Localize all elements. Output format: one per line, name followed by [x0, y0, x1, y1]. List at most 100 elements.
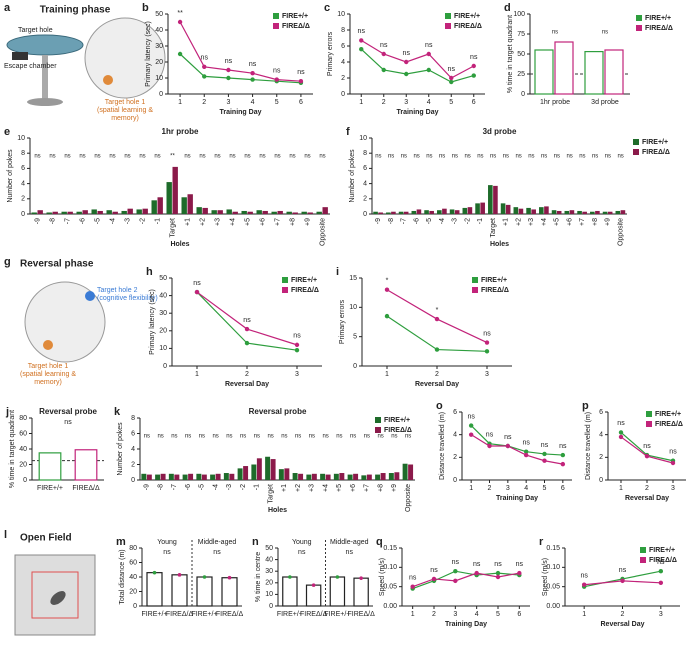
panel-label: b	[142, 2, 149, 14]
bar	[174, 474, 180, 480]
bar	[106, 210, 112, 214]
significance: ns	[503, 154, 509, 160]
y-tick-label: 20	[155, 59, 163, 66]
bar	[284, 468, 290, 480]
bar	[217, 210, 223, 214]
bar	[322, 207, 328, 214]
x-tick-label: Opposite	[405, 484, 412, 512]
x-tick-label: 1	[195, 371, 199, 378]
significance: ns	[94, 154, 100, 160]
bar-accent	[152, 570, 157, 575]
significance: ns	[154, 154, 160, 160]
x-tick-label: FIRE+/+	[324, 611, 350, 618]
bar	[121, 210, 127, 214]
significance: ns	[213, 549, 221, 556]
significance: ns	[157, 434, 163, 440]
panel-label: j	[5, 406, 9, 418]
y-axis-label: % time in target quadrant	[9, 410, 16, 488]
x-tick-label: +4	[541, 218, 548, 226]
point	[474, 570, 479, 576]
y-tick-label: 0.00	[383, 603, 397, 610]
significance: ns	[201, 55, 209, 62]
significance: ns	[470, 54, 478, 61]
bar	[467, 207, 473, 214]
maze-top	[84, 17, 166, 99]
chart-title: 3d probe	[483, 127, 517, 136]
bar	[223, 473, 229, 480]
significance: ns	[350, 434, 356, 440]
y-axis-label: Distance travelled (m)	[439, 412, 446, 480]
point	[404, 59, 409, 65]
significance: ns	[669, 449, 677, 456]
y-tick-label: 0	[599, 477, 603, 484]
mouse	[50, 591, 66, 605]
bar	[526, 207, 531, 214]
point	[505, 443, 511, 449]
x-tick-label: -3	[226, 484, 233, 490]
point	[644, 454, 650, 459]
x-tick-label: -3	[452, 218, 459, 224]
x-tick-label: +6	[259, 218, 266, 226]
significance: ns	[494, 561, 502, 568]
panel: p 0 2 4 6 Distance travelled (m) Reversal Day1…	[582, 400, 686, 502]
panel: j Reversal probe 0 20 40 60 80% time in target…	[5, 406, 104, 492]
significance: ns	[212, 434, 218, 440]
legend-swatch	[633, 149, 639, 155]
y-axis-label: Number of pokes	[117, 422, 124, 476]
point	[359, 38, 364, 43]
bar	[181, 197, 187, 214]
x-tick-label: +5	[244, 218, 251, 226]
significance: ns	[473, 561, 481, 568]
series-line	[386, 289, 488, 344]
significance: ns	[483, 330, 491, 337]
y-tick-label: 6	[341, 43, 345, 50]
series-line	[412, 570, 520, 590]
significance: ns	[579, 154, 585, 160]
x-tick-label: Target	[267, 484, 274, 504]
y-tick-label: 80	[19, 415, 27, 422]
point	[620, 578, 625, 584]
significance: ns	[298, 549, 306, 556]
bar	[67, 211, 73, 214]
point	[449, 79, 454, 85]
x-tick-label: 1	[469, 485, 473, 492]
significance: ns	[477, 154, 483, 160]
y-axis-label: Primary errors	[339, 299, 346, 344]
x-tick-label: 4	[524, 485, 528, 492]
x-tick-label: 2	[488, 485, 492, 492]
point	[298, 79, 304, 84]
point	[523, 452, 529, 458]
significance: ns	[226, 434, 232, 440]
significance: ns	[336, 434, 342, 440]
y-tick-label: 30	[159, 310, 167, 317]
bar-accent	[177, 573, 182, 577]
x-tick-label: +1	[503, 218, 510, 226]
x-tick-label: FIREΔ/Δ	[348, 611, 376, 618]
schematic-title: Open Field	[20, 533, 72, 544]
y-tick-label: 20	[19, 461, 27, 468]
x-axis-label: Reversal Day	[625, 495, 669, 502]
x-axis-label: Holes	[490, 241, 509, 248]
x-tick-label: -2	[464, 218, 471, 224]
legend-label: FIRE+/+	[384, 417, 410, 424]
x-tick-label: 6	[517, 611, 521, 618]
point	[410, 584, 415, 589]
bar	[353, 473, 359, 480]
series-line	[412, 572, 520, 588]
x-tick-label: Opposite	[319, 218, 326, 246]
series-line	[386, 315, 488, 352]
y-tick-label: 60	[129, 559, 137, 566]
panel-label: p	[582, 400, 589, 412]
bar	[251, 464, 257, 480]
significance: ns	[552, 30, 558, 36]
bar	[462, 207, 468, 214]
y-tick-label: 10	[349, 304, 357, 311]
point	[560, 452, 566, 458]
x-tick-label: 2	[382, 99, 386, 106]
x-tick-label: 4	[475, 611, 479, 618]
bar	[554, 41, 574, 95]
significance: ns	[528, 154, 534, 160]
schematic-a: a Training phase Target hole Escape cham…	[4, 2, 166, 122]
bar	[347, 474, 353, 480]
significance: ns	[309, 434, 315, 440]
